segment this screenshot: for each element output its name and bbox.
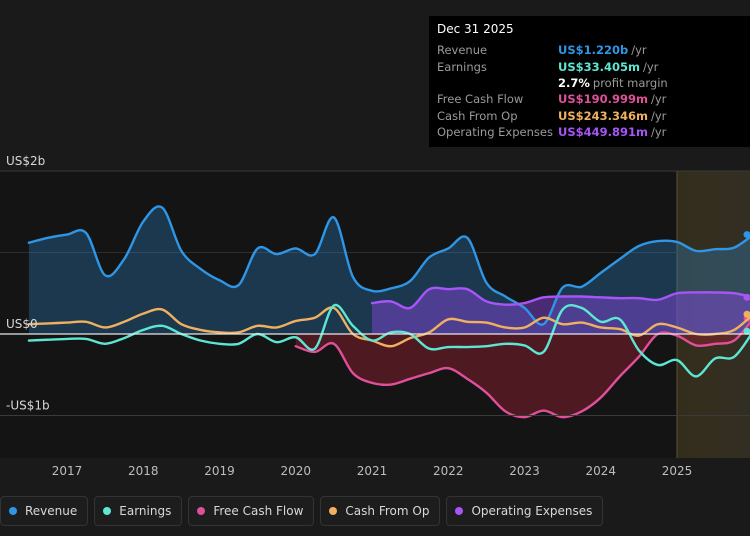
legend-label: Cash From Op xyxy=(345,504,430,518)
tooltip-value: US$449.891m xyxy=(558,125,648,140)
tooltip-value: US$190.999m xyxy=(558,92,648,107)
cash-from-op-end-point xyxy=(743,310,750,318)
revenue-area xyxy=(28,206,750,334)
tooltip-date: Dec 31 2025 xyxy=(437,22,514,36)
y-tick-label: -US$1b xyxy=(6,399,50,413)
tooltip-row: Operating Expenses US$449.891m/yr xyxy=(437,124,742,140)
plot-background xyxy=(0,171,750,458)
x-tick-label: 2017 xyxy=(52,464,83,478)
legend-item-operating-expenses[interactable]: Operating Expenses xyxy=(446,496,604,526)
tooltip-value: US$243.346m xyxy=(558,108,648,123)
tooltip-row: Free Cash Flow US$190.999m/yr xyxy=(437,91,742,107)
operating-expenses-line xyxy=(370,286,750,310)
tooltip-unit: /yr xyxy=(650,108,667,123)
earnings-line xyxy=(27,303,750,378)
tooltip-unit: /yr xyxy=(631,43,647,58)
operating-expenses-end-point xyxy=(743,293,750,301)
free-cash-flow-line xyxy=(294,320,750,419)
tooltip-label: Earnings xyxy=(437,59,487,74)
tooltip-label: Revenue xyxy=(437,43,488,58)
legend-dot-icon xyxy=(329,507,338,515)
legend-dot-icon xyxy=(9,507,17,515)
legend-label: Earnings xyxy=(119,504,172,518)
legend: Revenue Earnings Free Cash Flow Cash From O… xyxy=(0,496,604,526)
y-tick-label: US$2b xyxy=(6,154,45,168)
tooltip-row: Revenue US$1.220b/yr xyxy=(437,42,742,58)
legend-dot-icon xyxy=(455,507,464,515)
x-tick-label: 2019 xyxy=(204,464,235,478)
tooltip-unit: profit margin xyxy=(592,75,668,90)
tooltip-value: US$33.405m xyxy=(558,59,640,74)
tooltip-row: Cash From Op US$243.346m/yr xyxy=(437,108,742,124)
legend-item-free-cash-flow[interactable]: Free Cash Flow xyxy=(188,496,315,526)
legend-label: Revenue xyxy=(25,504,78,518)
tooltip-value: US$1.220b xyxy=(558,43,629,58)
legend-label: Free Cash Flow xyxy=(213,504,304,518)
revenue-end-point xyxy=(743,231,750,239)
forecast-band xyxy=(677,171,750,458)
x-tick-label: 2021 xyxy=(357,464,388,478)
tooltip-row: 2.7% profit margin xyxy=(437,75,742,91)
legend-item-cash-from-op[interactable]: Cash From Op xyxy=(320,496,441,526)
tooltip-label: Operating Expenses xyxy=(437,125,553,140)
x-tick-label: 2025 xyxy=(662,464,693,478)
legend-dot-icon xyxy=(103,507,112,515)
earnings-end-point xyxy=(743,327,750,335)
revenue-line xyxy=(27,205,750,326)
x-tick-label: 2023 xyxy=(509,464,540,478)
legend-label: Operating Expenses xyxy=(471,504,593,518)
tooltip-unit: /yr xyxy=(650,125,667,140)
legend-item-earnings[interactable]: Earnings xyxy=(94,496,183,526)
tooltip-row: Earnings US$33.405m/yr xyxy=(437,58,742,74)
tooltip: Dec 31 2025 Revenue US$1.220b/yr Earnings U… xyxy=(429,16,750,147)
tooltip-unit: /yr xyxy=(642,59,659,74)
tooltip-label: Free Cash Flow xyxy=(437,92,524,107)
legend-item-revenue[interactable]: Revenue xyxy=(0,496,89,526)
tooltip-unit: /yr xyxy=(650,92,667,107)
tooltip-value: 2.7% xyxy=(558,75,590,90)
x-tick-label: 2022 xyxy=(433,464,464,478)
tooltip-label: Cash From Op xyxy=(437,108,518,123)
y-tick-label: US$0 xyxy=(6,317,38,331)
legend-dot-icon xyxy=(197,507,206,515)
cash-from-op-line xyxy=(27,306,750,348)
x-tick-label: 2024 xyxy=(585,464,616,478)
x-tick-label: 2018 xyxy=(128,464,159,478)
x-tick-label: 2020 xyxy=(280,464,311,478)
